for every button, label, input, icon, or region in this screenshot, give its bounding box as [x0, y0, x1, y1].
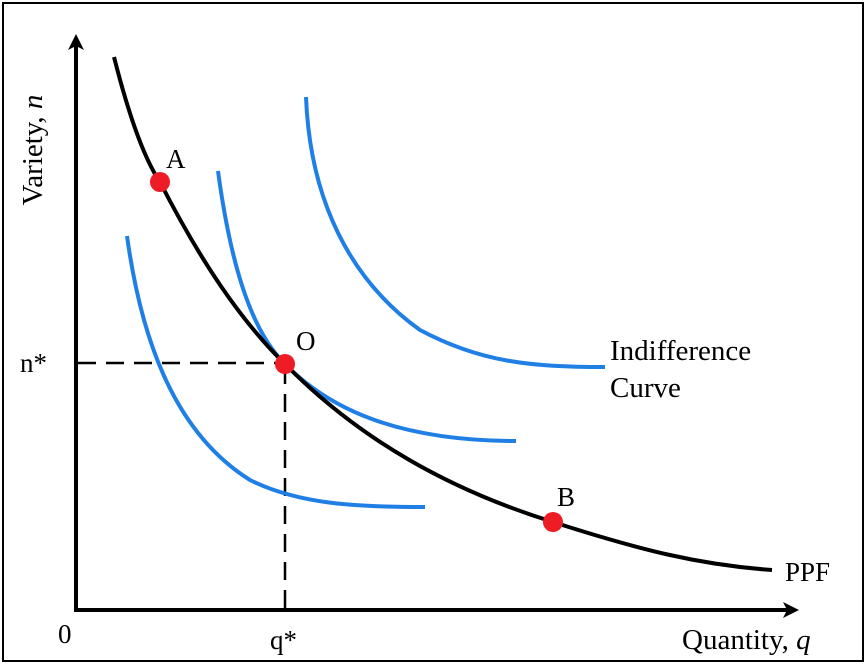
x-axis-title-var: q — [796, 624, 811, 656]
y-axis-title-text: Variety, — [17, 109, 49, 205]
indifference-curve-high — [304, 96, 606, 369]
q-star-label: q* — [270, 625, 297, 655]
ppf-curve — [112, 56, 773, 572]
point-o-label: O — [296, 326, 316, 356]
x-axis-title: Quantity, q — [682, 624, 811, 656]
point-o-marker — [275, 354, 295, 374]
ppf-label: PPF — [785, 557, 830, 587]
y-axis-title-var: n — [17, 95, 49, 110]
n-star-label: n* — [20, 348, 47, 378]
indifference-label-line2: Curve — [610, 372, 681, 404]
x-axis-title-text: Quantity, — [682, 624, 796, 656]
point-b-label: B — [557, 482, 575, 512]
point-b-marker — [543, 512, 563, 532]
indifference-curve-low — [125, 235, 426, 509]
indifference-label-line1: Indifference — [610, 335, 751, 367]
origin-label: 0 — [58, 619, 72, 649]
indifference-curve-tangent — [216, 170, 517, 443]
point-a-label: A — [166, 144, 186, 174]
y-axis-title: Variety, n — [17, 95, 49, 206]
point-a-marker — [150, 172, 170, 192]
